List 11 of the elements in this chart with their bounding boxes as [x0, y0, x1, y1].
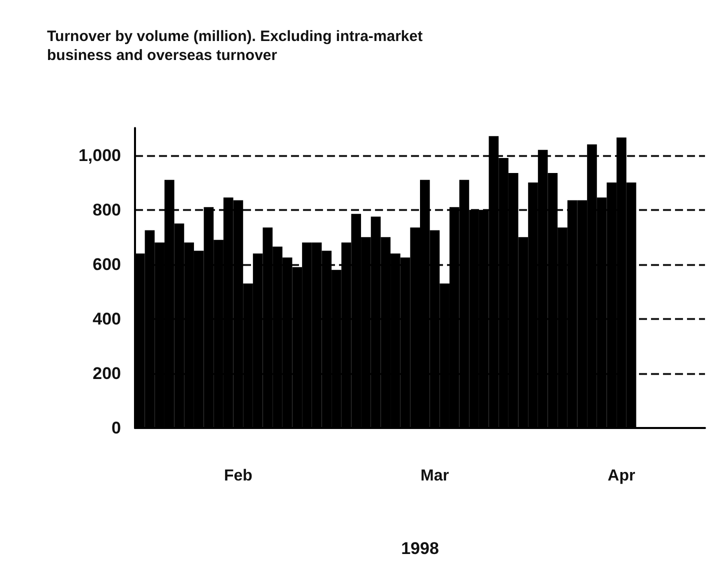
x-tick-label: Apr: [608, 468, 636, 484]
x-tick-label: Mar: [420, 468, 449, 484]
x-axis-title: 1998: [401, 539, 439, 558]
y-tick-label: 200: [92, 364, 121, 383]
y-tick-label: 1,000: [78, 146, 121, 165]
chart-title: Turnover by volume (million). Excluding intra-market business and overseas turnover: [47, 28, 427, 64]
y-tick-label: 0: [112, 418, 121, 438]
x-tick-label: Feb: [224, 468, 253, 484]
y-tick-label: 800: [92, 200, 121, 220]
y-tick-label: 600: [92, 254, 121, 274]
y-tick-label: 400: [92, 309, 121, 328]
